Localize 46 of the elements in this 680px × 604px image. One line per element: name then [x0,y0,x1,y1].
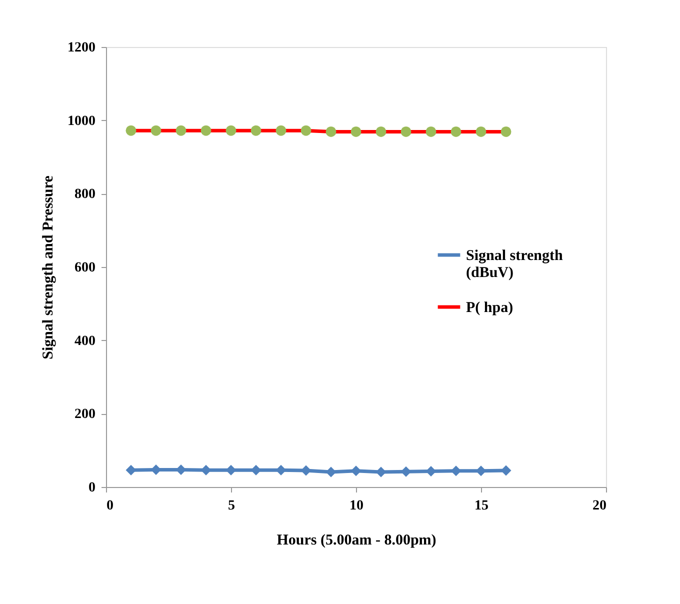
point [400,126,412,137]
point [126,464,136,476]
y-tick-label: 400 [74,334,96,349]
y-tick-label: 1200 [68,40,96,56]
y-axis-title: Signal strength and Pressure [40,175,56,360]
point [200,125,212,136]
point [200,464,212,476]
point [500,126,512,137]
point [176,125,186,136]
point [276,464,286,476]
x-tick-label: 0 [106,498,114,514]
y-tick-label: 600 [74,260,96,276]
point [126,125,136,136]
point [226,125,236,136]
point [350,126,362,137]
y-tick-label: 800 [74,187,96,202]
point [450,466,462,476]
point [250,125,262,136]
point [400,466,412,477]
point [426,466,436,476]
x-axis-title: Hours (5.00am - 8.00pm) [276,532,436,548]
point [476,466,486,476]
point [300,465,312,476]
x-tick-label: 20 [592,498,606,514]
y-tick-label: 1000 [68,114,96,129]
point [276,125,286,136]
point [426,126,436,137]
x-tick-label: 5 [228,498,235,514]
point [476,126,486,137]
x-tick-label: 10 [350,498,364,514]
x-tick-label: 15 [474,498,488,514]
y-tick-label: 0 [88,480,96,496]
legend-label: Signal strength (dBuV) [466,248,564,281]
point [300,125,312,136]
point [450,126,462,137]
y-tick-label: 200 [74,407,96,422]
point [376,126,386,137]
point [150,125,162,136]
point [250,464,262,476]
point [326,466,336,478]
point [226,464,236,476]
point [350,466,362,476]
legend-label: P( hpa) [466,300,514,316]
point [326,126,336,137]
point [376,466,386,478]
point [500,465,512,476]
